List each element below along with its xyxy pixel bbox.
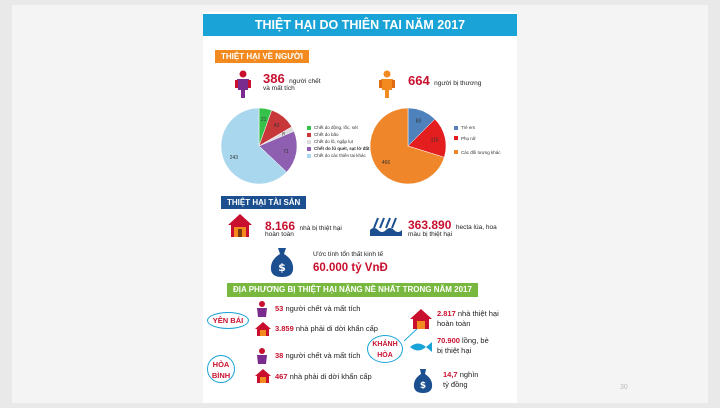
pie-slice — [220, 107, 287, 185]
hoa-binh-relocated: 467 — [275, 372, 288, 381]
khanh-hoa-cages-label-1: lồng, bè — [462, 336, 489, 345]
houses-label-1: nhà bị thiệt hại — [299, 225, 342, 232]
infographic-poster: THIỆT HẠI DO THIÊN TAI NĂM 2017 THIỆT HẠ… — [203, 12, 517, 403]
house-icon — [255, 369, 271, 383]
pie-value-label: 83 — [416, 119, 422, 125]
money-bag-icon: $ — [413, 369, 433, 393]
yen-bai-relocated: 3.859 — [275, 324, 294, 333]
dead-label-2: và mất tích — [263, 85, 295, 92]
person-icon — [257, 301, 267, 317]
pie-slice — [407, 118, 447, 158]
yen-bai-deaths-label: người chết và mất tích — [285, 304, 361, 313]
dead-label-1: người chết — [289, 78, 321, 85]
house-icon — [228, 214, 252, 237]
legend-item: Phụ nữ — [454, 131, 500, 145]
khanh-hoa-cages-label-2: bị thiệt hại — [437, 346, 472, 355]
khanh-hoa-cages: 70.900 — [437, 336, 460, 345]
khanh-hoa-houses-label-1: nhà thiệt hại — [457, 309, 499, 318]
injured-pie-legend: Trẻ em Phụ nữ Các đối tượng khác — [454, 124, 500, 159]
pie-value-label: 21 — [261, 117, 267, 123]
page-number: 30 — [620, 384, 628, 391]
houses-count: 8.166 — [265, 219, 296, 233]
pie-value-label: 43 — [274, 123, 280, 129]
houses-label-2: hoàn toàn — [265, 231, 294, 238]
pie-slice — [258, 130, 298, 173]
crops-label-2: màu bị thiệt hại — [408, 231, 453, 238]
person-injured-icon — [379, 70, 395, 98]
injured-label: người bị thương — [434, 80, 482, 87]
crops-count: 363.890 — [408, 218, 452, 232]
money-bag-icon: $ — [270, 248, 294, 277]
legend-item: Chết do lũ quét, sạt lở đất — [307, 145, 369, 152]
pie-value-label: 115 — [431, 137, 439, 143]
khanh-hoa-money: 14,7 — [443, 370, 458, 379]
place-hoa-binh: HÒA BÌNH — [207, 355, 235, 383]
pie-value-label: 8 — [282, 132, 285, 138]
hoa-binh-deaths-label: người chết và mất tích — [285, 351, 361, 360]
place-khanh-hoa: KHÁNH HÒA — [367, 335, 403, 363]
hoa-binh-deaths: 38 — [275, 351, 284, 360]
poster-title: THIỆT HẠI DO THIÊN TAI NĂM 2017 — [203, 14, 517, 36]
hoa-binh-relocated-label: nhà phải di dời khẩn cấp — [289, 372, 372, 381]
yen-bai-relocated-label: nhà phải di dời khẩn cấp — [295, 324, 378, 333]
deaths-pie-legend: Chết do động, lốc, sét Chết do bão Chết … — [307, 124, 369, 159]
legend-item: Chết do các thiên tai khác — [307, 152, 369, 159]
economic-loss-label: Ước tính tổn thất kinh tế — [313, 251, 384, 258]
dead-count: 386 — [263, 71, 285, 86]
crops-label-1: hecta lúa, hoa — [455, 224, 497, 231]
house-icon — [255, 322, 271, 336]
legend-item: Chết do lũ, ngập lụt — [307, 138, 369, 145]
pie-value-label: 71 — [283, 149, 289, 155]
injured-count: 664 — [408, 73, 430, 88]
fish-icon — [410, 342, 432, 352]
economic-loss-value: 60.000 tỷ VnĐ — [313, 262, 388, 274]
injured-pie-chart: 83 115 466 — [369, 107, 447, 185]
connector-lines — [404, 328, 418, 342]
khanh-hoa-houses: 2.817 — [437, 309, 456, 318]
house-icon — [410, 309, 432, 329]
section-property-header: THIỆT HẠI TÀI SẢN — [221, 196, 307, 209]
svg-text:$: $ — [420, 381, 426, 391]
person-icon — [257, 348, 267, 364]
legend-item: Chết do bão — [307, 131, 369, 138]
pie-value-label: 243 — [230, 155, 239, 161]
place-yen-bai: YÊN BÁI — [207, 312, 249, 329]
legend-item: Chết do động, lốc, sét — [307, 124, 369, 131]
khanh-hoa-money-label-1: nghìn — [459, 370, 479, 379]
deaths-pie-chart: 21 438 71 243 — [220, 107, 298, 185]
pie-slice — [369, 107, 445, 185]
section-people-header: THIỆT HẠI VỀ NGƯỜI — [215, 50, 309, 63]
section-localities-header: ĐỊA PHƯƠNG BỊ THIỆT HẠI NẶNG NỀ NHẤT TRO… — [227, 283, 478, 297]
khanh-hoa-money-label-2: tỷ đồng — [443, 380, 468, 389]
flooded-field-icon — [370, 217, 402, 236]
pie-value-label: 466 — [382, 160, 391, 166]
legend-item: Trẻ em — [454, 124, 500, 131]
legend-item: Các đối tượng khác — [454, 145, 500, 159]
person-dead-icon — [235, 70, 251, 98]
svg-text:$: $ — [278, 261, 286, 274]
yen-bai-deaths: 53 — [275, 304, 284, 313]
khanh-hoa-houses-label-2: hoàn toàn — [437, 319, 471, 328]
